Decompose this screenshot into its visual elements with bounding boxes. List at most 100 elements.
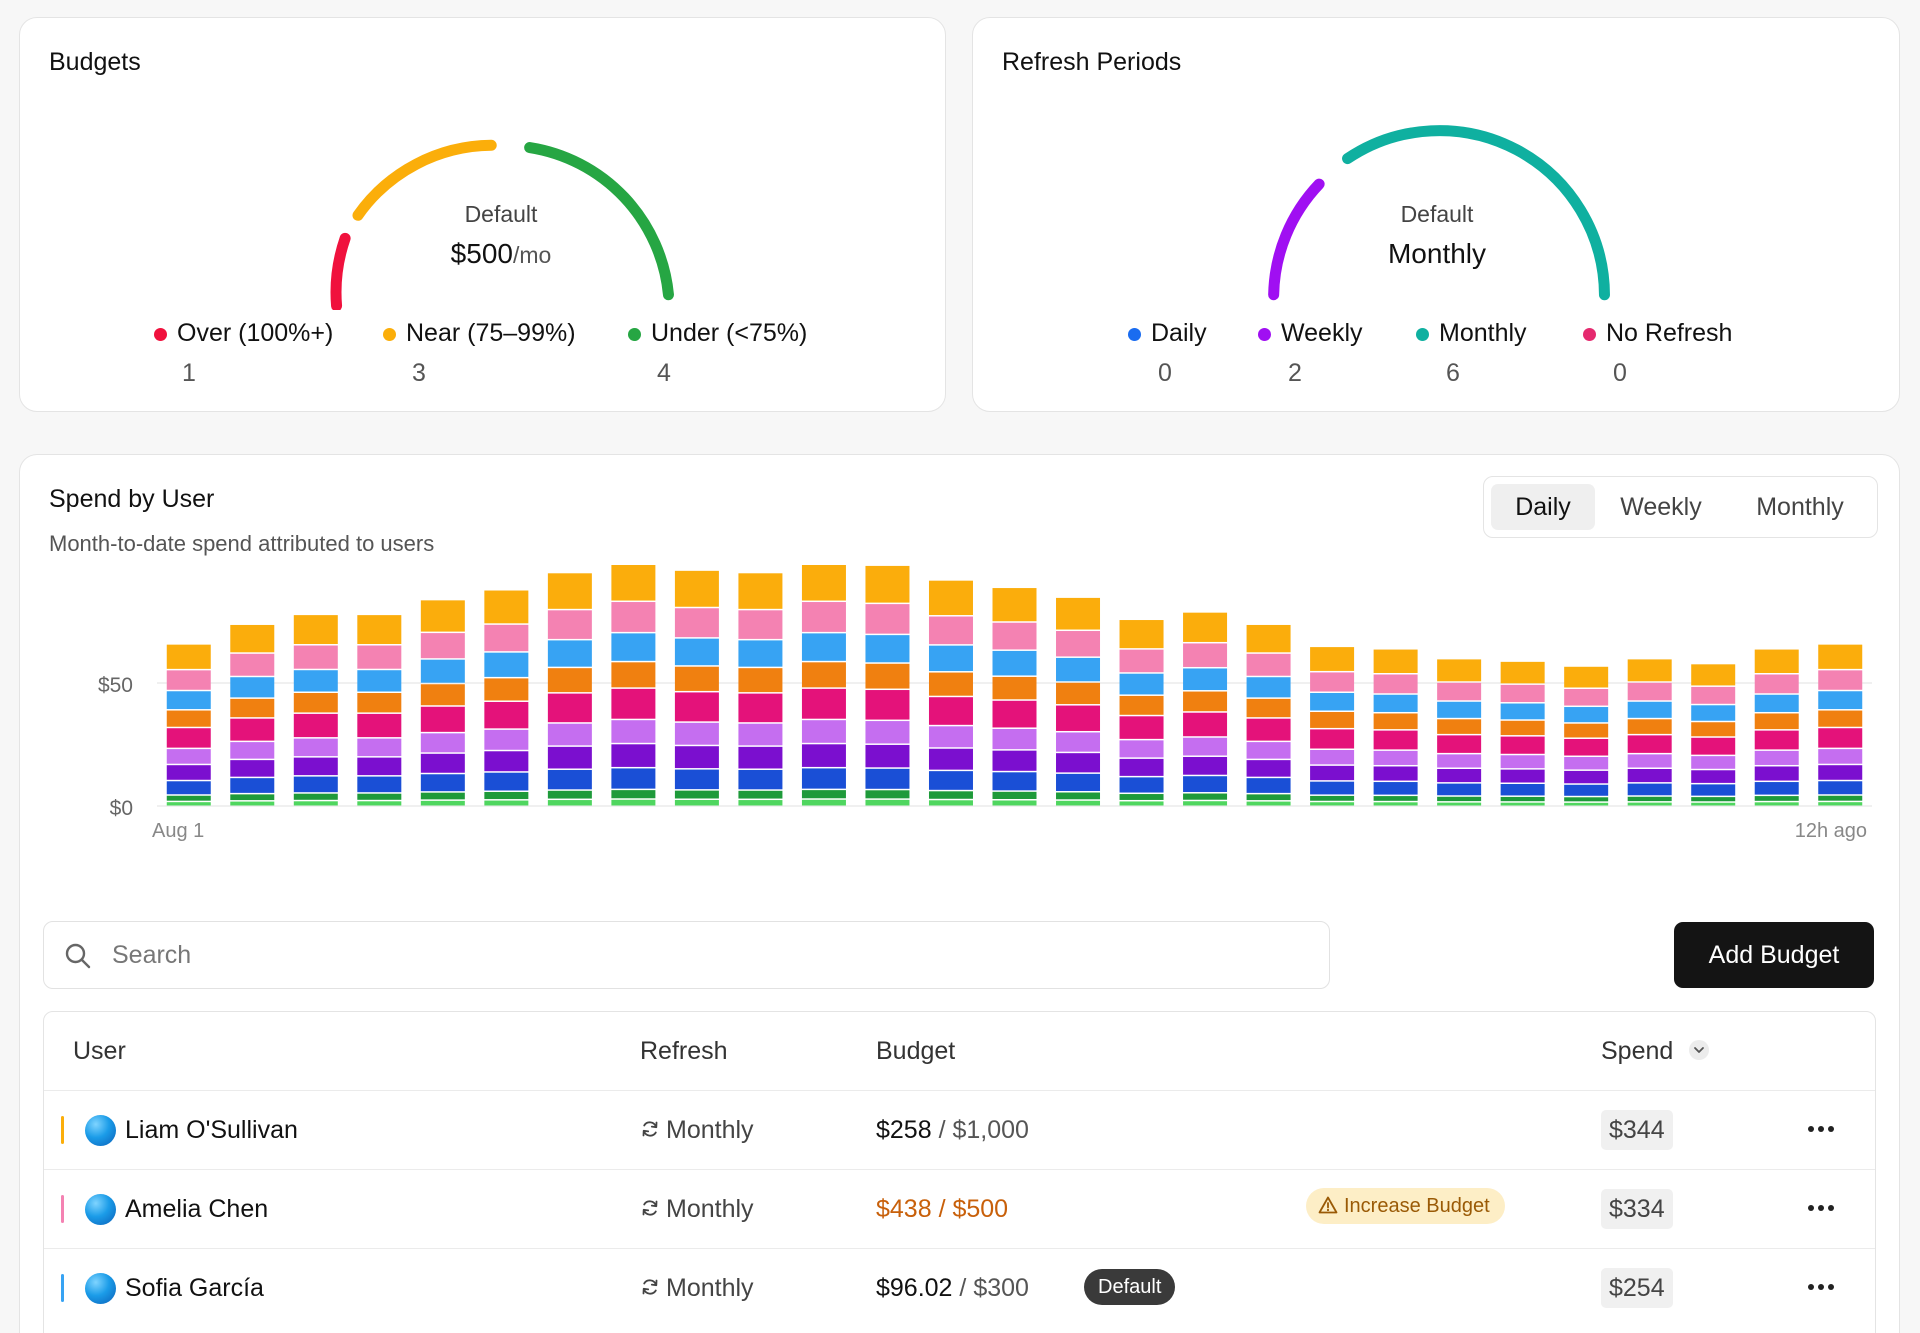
- bar[interactable]: [1500, 661, 1545, 806]
- bar[interactable]: [1564, 666, 1609, 806]
- bar[interactable]: [674, 570, 719, 806]
- bar-segment: [1818, 644, 1863, 669]
- bar-segment: [1818, 781, 1863, 795]
- bar-segment: [674, 638, 719, 666]
- bar-segment: [1691, 722, 1736, 737]
- bar[interactable]: [928, 580, 973, 806]
- bar-segment: [1246, 778, 1291, 793]
- bar-segment: [738, 800, 783, 806]
- table-row[interactable]: Sofia García Monthly $96.02 / $300 Defau…: [44, 1248, 1875, 1327]
- increase-budget-button[interactable]: Increase Budget: [1306, 1188, 1505, 1224]
- bar-segment: [357, 738, 402, 757]
- bar[interactable]: [1627, 659, 1672, 806]
- bar[interactable]: [1691, 664, 1736, 806]
- bar-segment: [484, 800, 529, 806]
- bar-segment: [1627, 796, 1672, 802]
- bar-segment: [801, 790, 846, 799]
- bar-segment: [1437, 719, 1482, 734]
- bar-segment: [1500, 703, 1545, 720]
- bar-segment: [1818, 765, 1863, 780]
- bar-segment: [1818, 691, 1863, 710]
- table-row[interactable]: Amelia Chen Monthly $438 / $500 Increase…: [44, 1169, 1875, 1248]
- bar-segment: [1246, 801, 1291, 806]
- search-input[interactable]: [112, 932, 1312, 978]
- bar-segment: [1246, 718, 1291, 741]
- bar-segment: [230, 794, 275, 801]
- bar[interactable]: [1056, 597, 1101, 806]
- bar-segment: [801, 662, 846, 688]
- bar-segment: [1183, 801, 1228, 806]
- bar-segment: [1373, 802, 1418, 806]
- budget-cell: $438 / $500: [876, 1195, 1009, 1223]
- bar[interactable]: [611, 565, 656, 806]
- bar-segment: [1056, 682, 1101, 705]
- column-budget[interactable]: Budget: [876, 1037, 956, 1065]
- bar-segment: [1373, 766, 1418, 781]
- bar-segment: [357, 693, 402, 713]
- legend-dot: [1258, 328, 1271, 342]
- budgets-table: User Refresh Budget Spend Liam O'Sulliva…: [43, 1011, 1876, 1333]
- table-row[interactable]: Liam O'Sullivan Monthly $258 / $1,000 $3…: [44, 1090, 1875, 1169]
- bar[interactable]: [738, 573, 783, 806]
- bar[interactable]: [1818, 644, 1863, 806]
- bar[interactable]: [1119, 620, 1164, 806]
- bar[interactable]: [230, 624, 275, 806]
- bar-segment: [1500, 784, 1545, 796]
- more-options-icon[interactable]: [1799, 1267, 1843, 1307]
- bar-segment: [1183, 668, 1228, 691]
- more-options-icon[interactable]: [1799, 1188, 1843, 1228]
- sort-chevron-down-icon[interactable]: [1688, 1039, 1710, 1061]
- bar-segment: [1437, 754, 1482, 768]
- bar-segment: [738, 723, 783, 746]
- bar[interactable]: [420, 600, 465, 806]
- bar[interactable]: [293, 615, 338, 806]
- add-budget-button[interactable]: Add Budget: [1674, 922, 1874, 988]
- bar-segment: [865, 690, 910, 720]
- bar[interactable]: [1754, 649, 1799, 806]
- column-spend[interactable]: Spend: [1601, 1037, 1710, 1066]
- bar-segment: [420, 774, 465, 792]
- x-start-label: Aug 1: [152, 820, 204, 842]
- bar-segment: [484, 624, 529, 652]
- bar-segment: [1564, 666, 1609, 688]
- more-options-icon[interactable]: [1799, 1109, 1843, 1149]
- column-refresh[interactable]: Refresh: [640, 1037, 728, 1065]
- period-weekly-button[interactable]: Weekly: [1620, 493, 1702, 521]
- bar[interactable]: [865, 565, 910, 806]
- bar[interactable]: [992, 588, 1037, 806]
- bar-segment: [1246, 624, 1291, 653]
- bar[interactable]: [1310, 647, 1355, 806]
- bar-segment: [230, 801, 275, 806]
- bar-segment: [357, 670, 402, 692]
- row-color-indicator: [61, 1274, 64, 1302]
- bar[interactable]: [1437, 659, 1482, 806]
- bar[interactable]: [357, 615, 402, 806]
- bar-segment: [547, 790, 592, 799]
- bar[interactable]: [547, 573, 592, 806]
- bar[interactable]: [1246, 624, 1291, 806]
- bar[interactable]: [1373, 649, 1418, 806]
- budgets-gauge-center: Default $500/mo: [351, 201, 651, 270]
- avatar: [85, 1273, 116, 1304]
- bar-segment: [357, 645, 402, 669]
- bar[interactable]: [484, 590, 529, 806]
- bar-segment: [1056, 753, 1101, 773]
- bar[interactable]: [1183, 612, 1228, 806]
- gauge-label: Default: [1400, 201, 1474, 227]
- bar-segment: [547, 573, 592, 609]
- bar-segment: [865, 768, 910, 789]
- bar-segment: [1754, 766, 1799, 781]
- bar-segment: [1500, 755, 1545, 769]
- bar-segment: [1691, 705, 1736, 721]
- bar-segment: [1627, 783, 1672, 796]
- bar[interactable]: [801, 565, 846, 806]
- bar-segment: [293, 801, 338, 806]
- legend-near: Near (75–99%) 3: [383, 319, 576, 387]
- refresh-cell: Monthly: [640, 1116, 754, 1145]
- bar-segment: [928, 616, 973, 645]
- period-daily-button[interactable]: Daily: [1491, 484, 1595, 530]
- column-user[interactable]: User: [73, 1037, 126, 1065]
- period-monthly-button[interactable]: Monthly: [1756, 493, 1844, 521]
- bar[interactable]: [166, 644, 211, 806]
- bar-segment: [738, 573, 783, 609]
